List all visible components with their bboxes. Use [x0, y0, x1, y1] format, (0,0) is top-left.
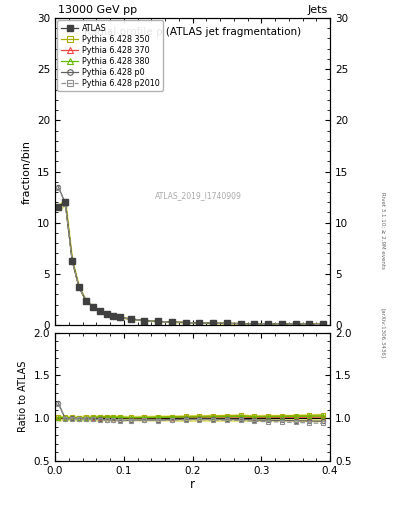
Legend: ATLAS, Pythia 6.428 350, Pythia 6.428 370, Pythia 6.428 380, Pythia 6.428 p0, Py: ATLAS, Pythia 6.428 350, Pythia 6.428 37…: [57, 20, 163, 91]
Y-axis label: Ratio to ATLAS: Ratio to ATLAS: [18, 361, 28, 433]
X-axis label: r: r: [190, 478, 195, 492]
Text: ATLAS_2019_I1740909: ATLAS_2019_I1740909: [154, 191, 242, 201]
Text: Rivet 3.1.10; ≥ 2.9M events: Rivet 3.1.10; ≥ 2.9M events: [381, 192, 386, 269]
Text: [arXiv:1306.3436]: [arXiv:1306.3436]: [381, 308, 386, 358]
Text: Radial profile ρ (ATLAS jet fragmentation): Radial profile ρ (ATLAS jet fragmentatio…: [84, 27, 301, 37]
Y-axis label: fraction/bin: fraction/bin: [21, 139, 31, 203]
Text: 13000 GeV pp: 13000 GeV pp: [58, 5, 137, 15]
Text: Jets: Jets: [307, 5, 327, 15]
